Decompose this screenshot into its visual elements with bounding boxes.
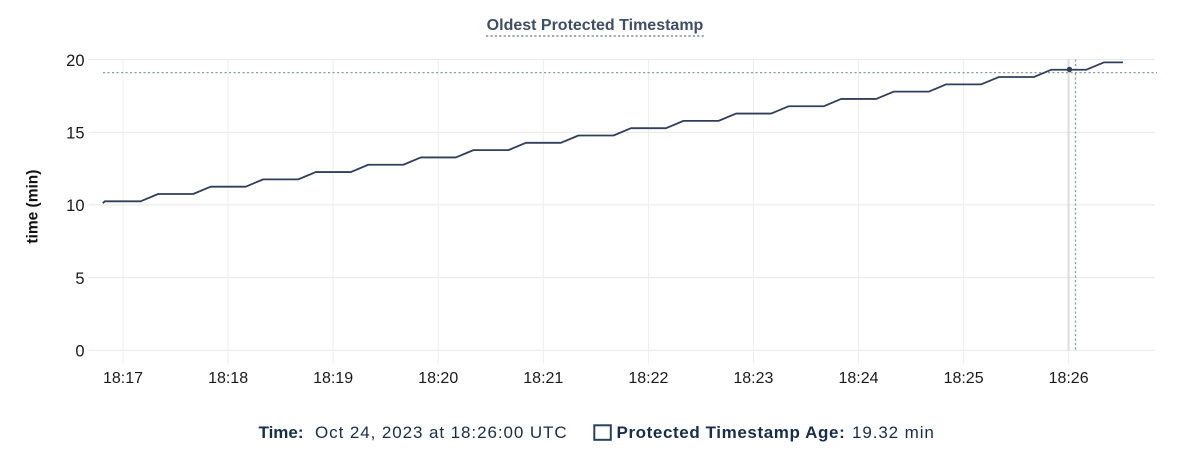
svg-text:18:20: 18:20 (418, 370, 458, 387)
svg-text:18:22: 18:22 (628, 370, 668, 387)
svg-text:time (min): time (min) (25, 170, 42, 244)
svg-text:18:23: 18:23 (733, 370, 773, 387)
svg-text:Time:: Time: (259, 423, 304, 442)
svg-text:Protected Timestamp Age:: Protected Timestamp Age: (617, 423, 846, 442)
svg-text:19.32 min: 19.32 min (852, 423, 935, 442)
svg-text:10: 10 (66, 197, 84, 215)
svg-text:Oct 24, 2023 at 18:26:00 UTC: Oct 24, 2023 at 18:26:00 UTC (315, 423, 568, 442)
svg-text:18:26: 18:26 (1049, 370, 1089, 387)
svg-text:18:18: 18:18 (208, 370, 248, 387)
svg-text:18:24: 18:24 (838, 370, 878, 387)
svg-text:Oldest Protected Timestamp: Oldest Protected Timestamp (487, 17, 704, 34)
svg-text:18:19: 18:19 (313, 370, 353, 387)
svg-text:20: 20 (66, 52, 84, 70)
svg-text:18:25: 18:25 (944, 370, 984, 387)
svg-text:18:21: 18:21 (523, 370, 563, 387)
svg-text:5: 5 (75, 270, 84, 288)
svg-text:15: 15 (66, 125, 84, 143)
svg-text:18:17: 18:17 (103, 370, 143, 387)
svg-text:0: 0 (75, 343, 84, 361)
